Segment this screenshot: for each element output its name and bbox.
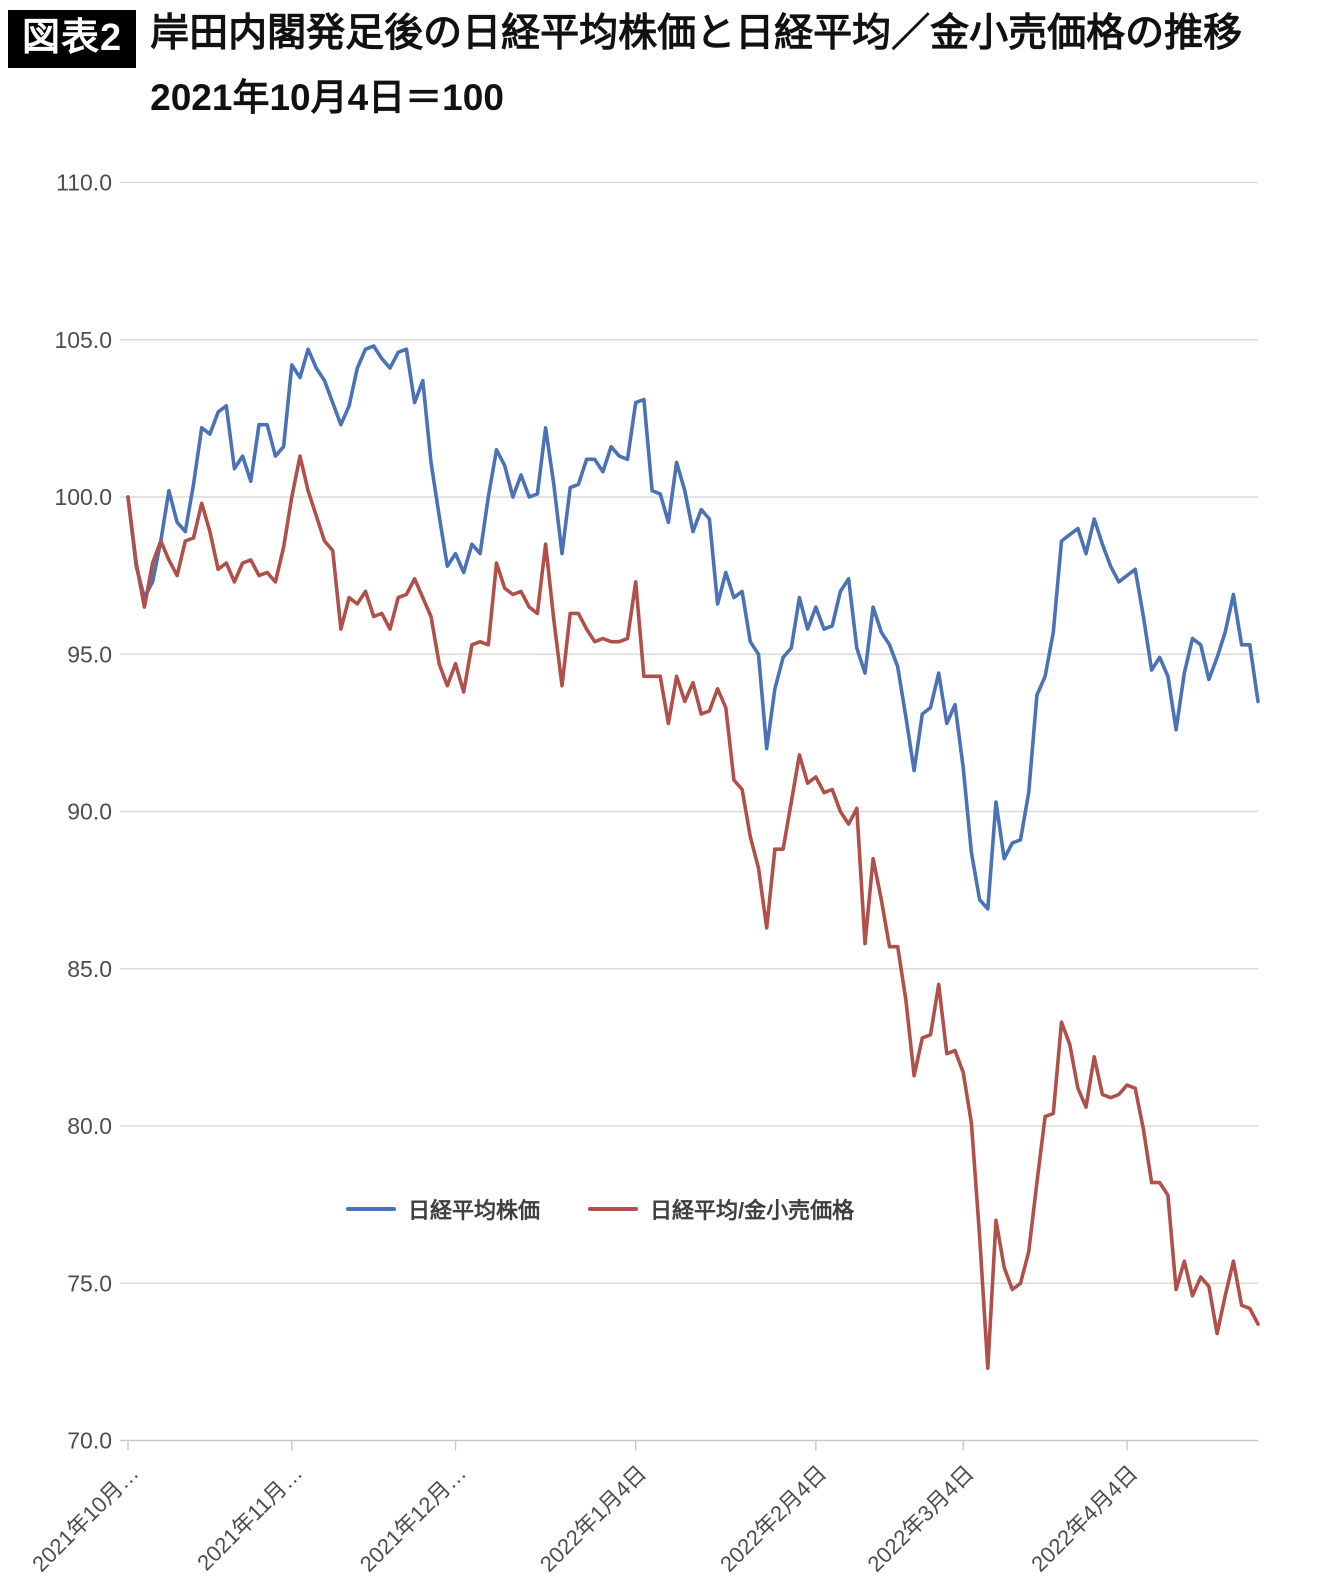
chart-subtitle: 2021年10月4日＝100 [150,76,504,118]
legend-item-nikkei: 日経平均株価 [346,1193,540,1225]
y-axis-tick-label: 90.0 [67,799,112,825]
y-axis-tick-label: 100.0 [54,484,112,510]
nikkei-stock-average-line [126,344,1260,911]
y-axis-tick-label: 85.0 [67,956,112,982]
x-axis-tick-label: 2021年11月… [192,1460,307,1575]
x-axis-tick-label: 2022年1月4日 [535,1460,651,1576]
y-axis-tick-label: 95.0 [67,641,112,667]
x-axis-tick-label: 2022年4月4日 [1026,1460,1142,1576]
y-axis-tick-label: 80.0 [67,1113,112,1139]
legend-label-gold-ratio: 日経平均/金小売価格 [650,1198,855,1223]
figure-number-badge: 図表2 [8,10,137,68]
legend-label-nikkei: 日経平均株価 [408,1198,541,1223]
y-axis-tick-label: 70.0 [67,1428,112,1454]
chart-header: 図表2 岸田内閣発足後の日経平均株価と日経平均／金小売価格の推移 2021年10… [8,10,1242,121]
nikkei-gold-ratio-line [126,454,1260,1370]
x-axis-tick-label: 2022年2月4日 [715,1460,831,1576]
x-axis-tick-label: 2021年10月… [27,1460,143,1576]
legend-item-gold-ratio: 日経平均/金小売価格 [588,1193,854,1225]
legend-swatch-gold-ratio-red [588,1207,639,1211]
legend-swatch-nikkei-blue [346,1207,396,1211]
x-axis-tick-label: 2021年12月… [355,1460,471,1576]
chart-title: 岸田内閣発足後の日経平均株価と日経平均／金小売価格の推移 [150,12,1243,55]
x-axis-tick-label: 2022年3月4日 [862,1460,978,1576]
y-axis-tick-label: 105.0 [54,327,112,353]
y-axis-tick-label: 75.0 [67,1270,112,1296]
y-axis-tick-label: 110.0 [56,170,112,196]
chart-titles: 岸田内閣発足後の日経平均株価と日経平均／金小売価格の推移 2021年10月4日＝… [150,10,1242,121]
chart-legend: 日経平均株価 日経平均/金小売価格 [346,1193,854,1225]
